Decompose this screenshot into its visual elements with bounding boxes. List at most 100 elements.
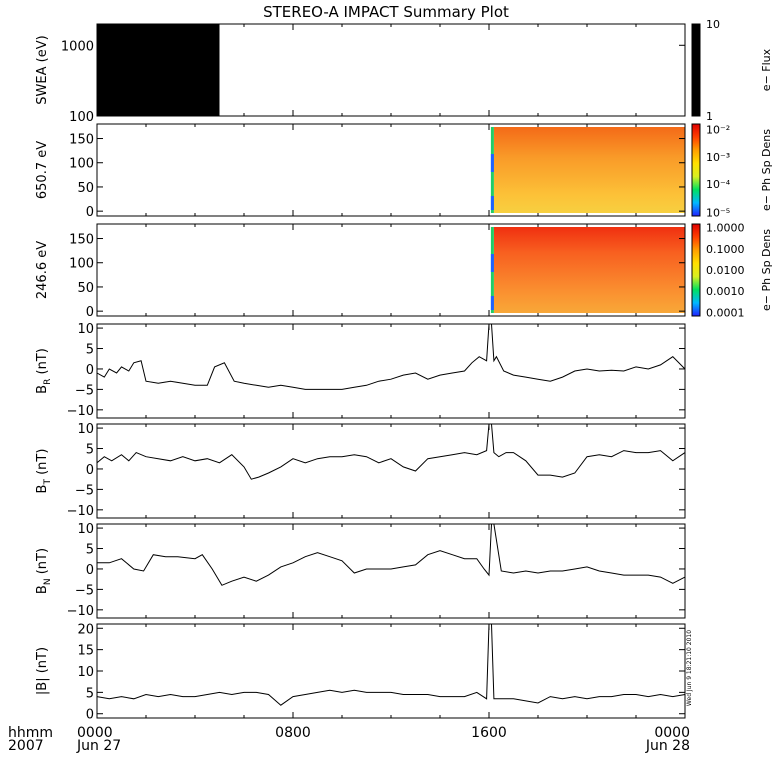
y-tick-label: 10	[77, 322, 94, 337]
y-tick-label: −5	[75, 483, 94, 498]
y-axis-label-bt: BT (nT)	[35, 449, 53, 494]
y-tick-label: 150	[69, 233, 94, 248]
y-axis-label-unit: (nT)	[35, 548, 50, 578]
series-line-bn	[97, 523, 686, 586]
swea-flux-fill	[97, 24, 220, 116]
colorbar-tick-label: 10⁻²	[706, 124, 730, 137]
panel-frame-bn	[96, 523, 686, 619]
y-tick-label: 150	[69, 133, 94, 148]
panel-bn: −10 −5 0 5 10 BN (nT)	[35, 522, 686, 619]
x-tick-label: 0800	[275, 725, 311, 741]
y-axis-label-babs: |B| (nT)	[35, 647, 50, 695]
colorbar-frame	[691, 23, 701, 117]
colorbar-tick-label: 1	[706, 110, 713, 123]
pad-blue-gap2-pad246	[490, 296, 494, 310]
y-tick-label: 100	[69, 257, 94, 272]
y-tick-label: 50	[77, 281, 94, 296]
y-axis-label-swea: SWEA (eV)	[35, 35, 50, 104]
y-tick-label: 1000	[61, 39, 94, 54]
y-tick-label: 5	[86, 443, 94, 458]
y-tick-label: 5	[86, 343, 94, 358]
x-tick-label: 0000	[654, 725, 690, 741]
colorbar-pad246: 1.0000 0.1000 0.0100 0.0010 0.0001 e− Ph Sp D…	[691, 222, 773, 319]
colorbar-tick-label: 0.0001	[706, 306, 745, 319]
panel-babs: 0 5 10 15 20 |B| (nT)	[35, 622, 686, 723]
panel-br: −10 −5 0 5 10 BR (nT)	[35, 322, 686, 419]
colorbar-fill	[692, 224, 700, 316]
x-tick-label: 0000	[77, 725, 113, 741]
y-tick-label: 5	[86, 686, 94, 701]
colorbar-tick-label: 10⁻³	[706, 151, 730, 164]
panel-frame-bt	[96, 423, 686, 519]
pad-blue-gap-pad246	[490, 254, 494, 272]
panel-pad246: 0 50 100 150 246.6 eV 1.0000 0.1000 0.0100 0.001…	[35, 222, 773, 320]
y-tick-label: −5	[75, 583, 94, 598]
colorbar-tick-label: 0.1000	[706, 243, 745, 256]
y-axis-label-br: BR (nT)	[35, 348, 53, 394]
y-tick-label: −5	[75, 383, 94, 398]
y-axis-label-unit: (nT)	[35, 449, 50, 479]
y-tick-label: 10	[77, 422, 94, 437]
colorbar-label: e− Ph Sp Dens	[760, 129, 773, 211]
colorbar-fill	[692, 24, 700, 116]
y-tick-label: 5	[86, 543, 94, 558]
colorbar-label: e− Flux	[760, 48, 773, 91]
colorbar-tick-label: 10⁻⁵	[706, 206, 730, 219]
pad-blue-gap-pad650	[490, 154, 494, 172]
colorbar-frame	[691, 123, 701, 217]
colorbar-tick-label: 10	[706, 18, 720, 31]
series-line-babs	[96, 623, 686, 706]
y-tick-label: 100	[69, 157, 94, 172]
y-tick-label: 0	[86, 708, 94, 723]
y-tick-label: 10	[77, 522, 94, 537]
y-axis-label-bn: BN (nT)	[35, 548, 53, 594]
x-tick-label: 1600	[471, 725, 507, 741]
colorbar-tick-label: 0.0010	[706, 285, 745, 298]
colorbar-tick-label: 0.0100	[706, 264, 745, 277]
colorbar-pad650: 10⁻² 10⁻³ 10⁻⁴ 10⁻⁵ e− Ph Sp Dens	[691, 123, 773, 219]
y-tick-label: 10	[77, 665, 94, 680]
x-tick-sublabel: Jun 27	[76, 738, 121, 754]
y-tick-label: −10	[67, 504, 94, 519]
colorbar-frame	[691, 223, 701, 317]
colorbar-swea: 10 1 e− Flux	[691, 18, 773, 123]
chart-title: STEREO-A IMPACT Summary Plot	[263, 3, 509, 21]
y-tick-label: −10	[67, 604, 94, 619]
y-tick-label: 20	[77, 622, 94, 637]
panel-swea: 100 1000 SWEA (eV) 10 1 e− Flux	[35, 18, 773, 125]
panel-pad650: 0 50 100 150 650.7 eV 10⁻² 10⁻³ 10⁻⁴ 10⁻⁵ e− Ph S…	[35, 123, 773, 220]
y-tick-label: 0	[86, 205, 94, 220]
y-axis-label-sub: T	[43, 479, 53, 486]
x-tick-sublabel: Jun 28	[645, 738, 690, 754]
y-axis-label-pad246: 246.6 eV	[35, 241, 50, 299]
y-axis-label-pad650: 650.7 eV	[35, 141, 50, 199]
colorbar-tick-label: 1.0000	[706, 222, 745, 235]
colorbar-label: e− Ph Sp Dens	[760, 229, 773, 311]
y-tick-label: −10	[67, 404, 94, 419]
y-tick-label: 50	[77, 181, 94, 196]
pad-blue-gap2-pad650	[490, 196, 494, 210]
y-tick-label: 0	[86, 563, 94, 578]
y-axis-label-unit: (nT)	[35, 348, 50, 378]
panel-frame-babs	[96, 623, 686, 719]
y-tick-label: 0	[86, 305, 94, 320]
timestamp-stamp: Wed Jun 9 18:21:10 2010	[686, 630, 693, 706]
x-axis-row1-label: hhmm	[8, 725, 53, 741]
x-axis-row2-label: 2007	[8, 738, 44, 754]
panel-bt: −10 −5 0 5 10 BT (nT)	[35, 422, 686, 519]
pad-density-fill-pad650	[493, 127, 685, 213]
y-axis-label-sub: N	[43, 578, 53, 585]
pad-density-fill-pad246	[493, 227, 685, 313]
y-tick-label: 100	[69, 110, 94, 125]
series-line-br	[96, 323, 686, 390]
y-axis-label-sub: R	[43, 379, 53, 385]
colorbar-fill	[692, 124, 700, 216]
y-tick-label: 0	[86, 463, 94, 478]
colorbar-tick-label: 10⁻⁴	[706, 178, 731, 191]
series-line-bt	[96, 423, 686, 480]
y-tick-label: 0	[86, 363, 94, 378]
y-tick-label: 15	[77, 644, 94, 659]
